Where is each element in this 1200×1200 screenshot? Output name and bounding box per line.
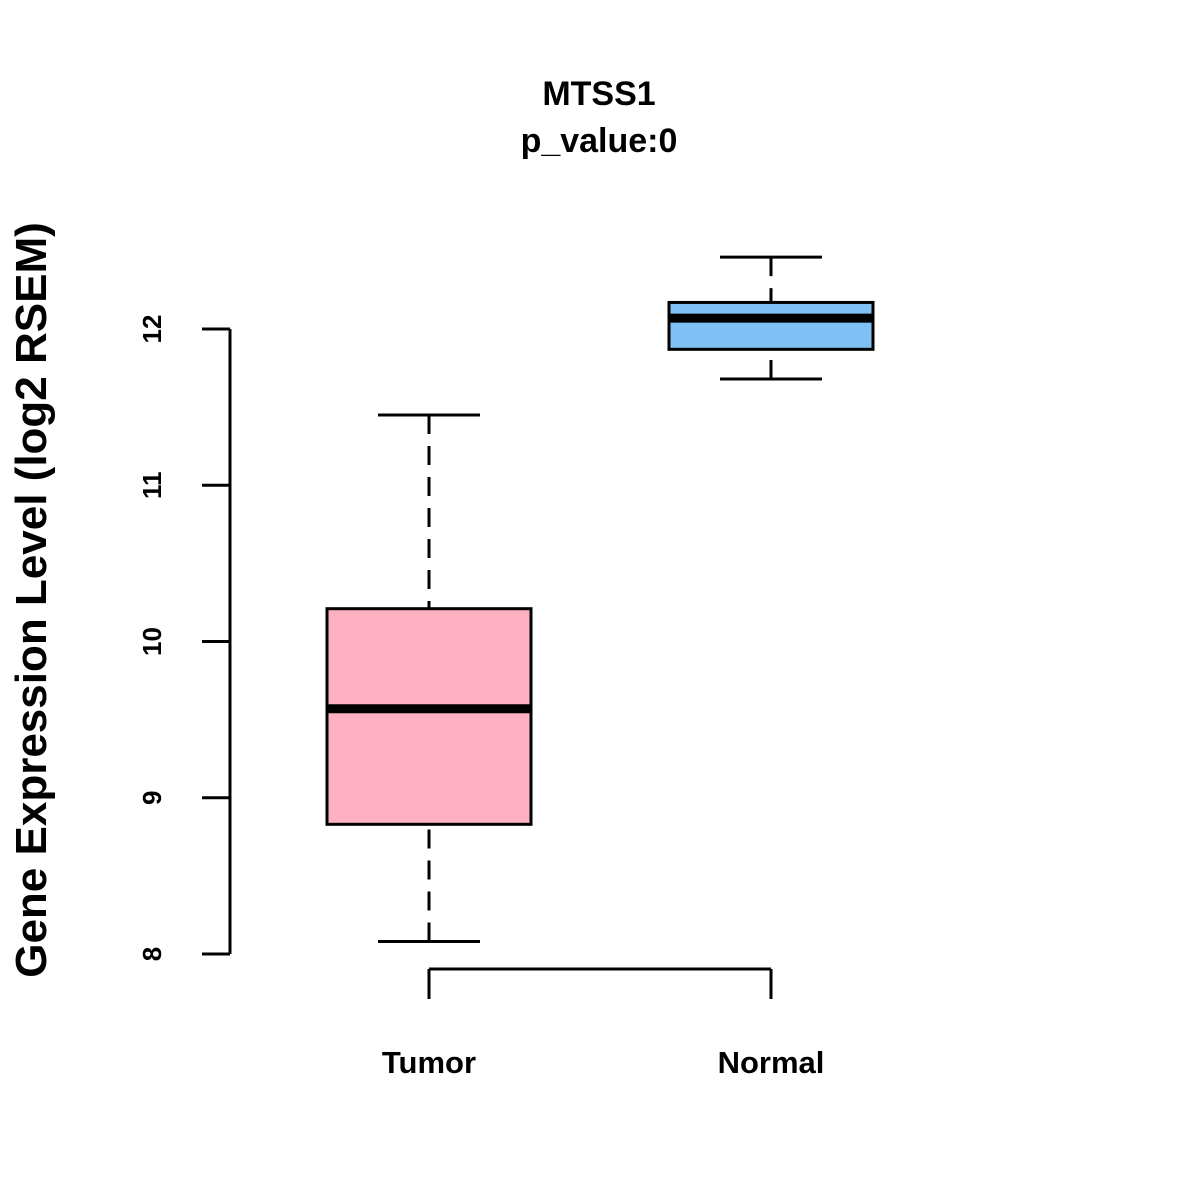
- y-tick-label: 10: [137, 627, 167, 656]
- y-axis-label: Gene Expression Level (log2 RSEM): [7, 222, 56, 978]
- y-tick-label: 11: [137, 472, 167, 500]
- x-tick-label-tumor: Tumor: [382, 1045, 476, 1080]
- x-axis: Tumor Normal: [382, 967, 825, 1080]
- y-tick-label: 12: [137, 315, 167, 344]
- x-tick-label-normal: Normal: [718, 1045, 825, 1080]
- chart-subtitle: p_value:0: [521, 122, 678, 160]
- boxplot-groups: [325, 255, 875, 943]
- box-group-normal: [667, 255, 875, 381]
- y-axis: 8 9 10 11 12: [137, 315, 232, 961]
- iqr-box: [325, 607, 533, 826]
- box-group-tumor: [325, 413, 533, 943]
- iqr-box: [667, 300, 875, 351]
- y-tick-label: 9: [137, 791, 167, 805]
- chart-title: MTSS1: [542, 75, 655, 113]
- y-tick-label: 8: [137, 947, 167, 961]
